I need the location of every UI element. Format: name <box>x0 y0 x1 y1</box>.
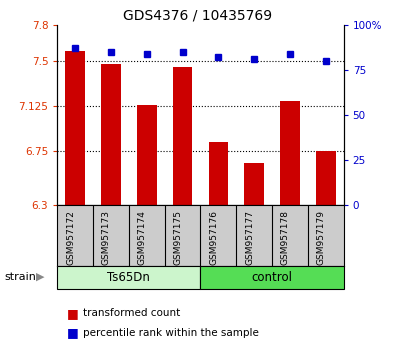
Text: ▶: ▶ <box>36 272 44 282</box>
Text: GSM957177: GSM957177 <box>245 210 254 265</box>
Bar <box>280 101 300 205</box>
Text: Ts65Dn: Ts65Dn <box>107 270 150 284</box>
Bar <box>173 67 192 205</box>
Bar <box>101 64 121 205</box>
Bar <box>65 51 85 205</box>
Bar <box>245 163 264 205</box>
Bar <box>209 142 228 205</box>
Text: control: control <box>252 270 293 284</box>
Text: GSM957174: GSM957174 <box>138 210 147 265</box>
Text: strain: strain <box>4 272 36 282</box>
Text: percentile rank within the sample: percentile rank within the sample <box>83 328 259 338</box>
Bar <box>201 266 344 289</box>
Text: GSM957175: GSM957175 <box>173 210 182 265</box>
Text: GSM957172: GSM957172 <box>66 210 75 265</box>
Text: GDS4376 / 10435769: GDS4376 / 10435769 <box>123 9 272 23</box>
Text: GSM957178: GSM957178 <box>281 210 290 265</box>
Bar <box>137 105 156 205</box>
Bar <box>316 151 336 205</box>
Bar <box>57 266 201 289</box>
Text: GSM957173: GSM957173 <box>102 210 111 265</box>
Text: GSM957176: GSM957176 <box>209 210 218 265</box>
Text: GSM957179: GSM957179 <box>317 210 326 265</box>
Text: transformed count: transformed count <box>83 308 180 318</box>
Text: ■: ■ <box>67 326 79 339</box>
Text: ■: ■ <box>67 307 79 320</box>
